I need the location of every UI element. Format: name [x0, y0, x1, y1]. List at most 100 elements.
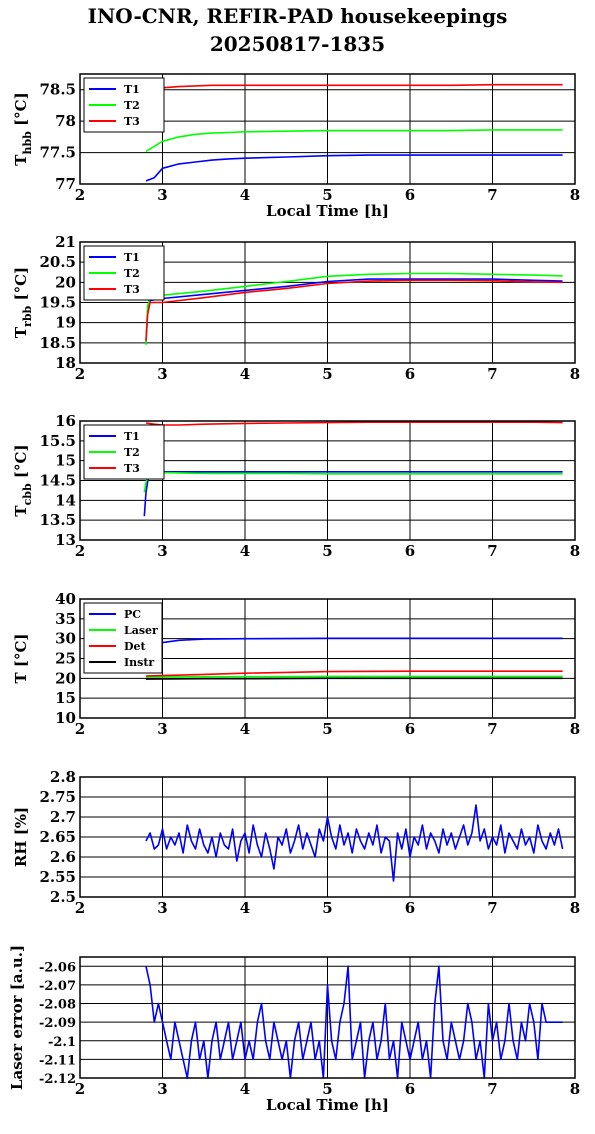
- y-axis-label-main: RH [%]: [12, 807, 30, 867]
- x-tick-label: 8: [570, 542, 580, 560]
- y-tick-label: 14.5: [39, 472, 76, 490]
- series-line-t1: [145, 154, 563, 182]
- y-tick-label: 20: [55, 273, 76, 291]
- x-tick-label: 4: [240, 899, 250, 917]
- x-tick-label: 2: [75, 365, 85, 383]
- x-tick-label: 2: [75, 720, 85, 738]
- x-tick-label: 6: [405, 365, 415, 383]
- y-axis-label-main: T: [12, 505, 30, 517]
- y-tick-label: 77.5: [39, 144, 76, 162]
- x-tick-label: 7: [487, 186, 497, 204]
- y-tick-label: -2.07: [39, 979, 76, 994]
- chart-title-line-1: INO-CNR, REFIR-PAD housekeepings: [87, 4, 508, 28]
- legend-entry: T3: [124, 115, 140, 128]
- x-tick-label: 4: [240, 720, 250, 738]
- x-tick-label: 2: [75, 1080, 85, 1098]
- y-tick-label: 19: [55, 314, 76, 332]
- y-tick-label: 15: [55, 689, 76, 707]
- x-tick-label: 5: [322, 542, 332, 560]
- legend-entry: T1: [124, 83, 140, 96]
- y-tick-label: 2.65: [39, 828, 76, 846]
- x-tick-label: 5: [322, 720, 332, 738]
- x-tick-label: 3: [157, 899, 167, 917]
- series-line-t3: [145, 279, 563, 341]
- x-tick-label: 7: [487, 365, 497, 383]
- y-tick-label: 78: [55, 112, 76, 130]
- y-tick-label: 10: [55, 709, 76, 727]
- x-tick-label: 7: [487, 899, 497, 917]
- legend-entry: T2: [124, 267, 140, 280]
- legend: T1 T2 T3: [83, 424, 165, 480]
- legend-entry: T3: [124, 283, 140, 296]
- chart-5: 2 3 4 5 6 7 8 2.5 2.55 2.6 2.65 2.7 2.75 2.8 RH [%]: [12, 768, 580, 917]
- x-tick-label: 3: [157, 542, 167, 560]
- y-tick-label: 19.5: [39, 294, 76, 312]
- x-tick-label: 6: [405, 186, 415, 204]
- plot-frame: [79, 776, 576, 898]
- y-axis-label-unit: [°C]: [12, 92, 30, 131]
- x-tick-label: 4: [240, 186, 250, 204]
- y-tick-label: 18: [55, 354, 76, 372]
- y-tick-label: 2.7: [50, 808, 76, 826]
- y-tick-label: 2.8: [50, 768, 76, 786]
- x-tick-label: 5: [322, 899, 332, 917]
- y-tick-label: 21: [55, 233, 76, 251]
- y-tick-label: 13.5: [39, 511, 76, 529]
- legend-entry: T1: [124, 430, 140, 443]
- y-axis-label-main: Laser error [a.u.]: [8, 945, 26, 1090]
- x-tick-label: 3: [157, 365, 167, 383]
- x-tick-label: 3: [157, 720, 167, 738]
- series-line-instr: [145, 677, 563, 680]
- y-tick-label: 20: [55, 669, 76, 687]
- y-axis-label-main: T: [12, 326, 30, 338]
- y-tick-label: 15: [55, 452, 76, 470]
- y-axis-label: Thbb [°C]: [12, 92, 34, 165]
- legend-entry: Det: [124, 640, 147, 653]
- series-line-t2: [145, 272, 563, 345]
- x-tick-label: 7: [487, 1080, 497, 1098]
- x-tick-label: 8: [570, 899, 580, 917]
- y-tick-label: 2.55: [39, 868, 76, 886]
- x-tick-label: 7: [487, 542, 497, 560]
- chart-title-line-2: 20250817-1835: [209, 32, 386, 56]
- y-axis-label-subscript: cbb: [21, 483, 34, 505]
- x-tick-label: 3: [157, 186, 167, 204]
- y-tick-label: 15.5: [39, 432, 76, 450]
- legend-entry: PC: [124, 608, 141, 621]
- x-axis-label: Local Time [h]: [266, 1096, 389, 1114]
- y-tick-label: -2.11: [39, 1053, 76, 1068]
- y-tick-label: 16: [55, 412, 76, 430]
- chart-6: 2 3 4 5 6 7 8 -2.12 -2.11 -2.1 -2.09 -2.08 -2.07 -2.0…: [8, 945, 580, 1114]
- y-axis-label: Tcbb [°C]: [12, 444, 34, 516]
- y-tick-label: -2.09: [39, 1016, 76, 1031]
- x-tick-label: 5: [322, 365, 332, 383]
- y-tick-label: 77: [55, 175, 76, 193]
- series-line-det: [145, 670, 563, 677]
- plot-frame: [79, 598, 576, 719]
- plot-frame: [79, 73, 576, 185]
- legend: PC Laser Det Instr: [83, 602, 163, 674]
- x-tick-label: 8: [570, 365, 580, 383]
- legend-entry: Laser: [124, 624, 158, 637]
- y-tick-label: 35: [55, 610, 76, 628]
- x-tick-label: 8: [570, 720, 580, 738]
- y-tick-label: -2.1: [48, 1035, 76, 1050]
- series-line-t1: [145, 278, 563, 343]
- y-tick-label: 2.6: [50, 848, 76, 866]
- series-line-t1: [143, 470, 563, 517]
- plot-frame: [79, 956, 576, 1079]
- series-line-laser: [145, 675, 563, 678]
- y-axis-label-unit: [°C]: [12, 267, 30, 306]
- x-tick-label: 6: [405, 720, 415, 738]
- y-axis-label-main: T: [12, 672, 30, 684]
- series-line-pc: [145, 637, 563, 646]
- legend-entry: T3: [124, 462, 140, 475]
- y-tick-label: 40: [55, 590, 76, 608]
- series-line-t3: [145, 421, 563, 426]
- series-line-t2: [145, 129, 563, 152]
- chart-4: 2 3 4 5 6 7 8 10 15 2025 30 35 40 T [°C] PC Laser Det Ins…: [12, 590, 580, 738]
- y-axis-label-unit: [°C]: [12, 444, 30, 483]
- x-tick-label: 4: [240, 1080, 250, 1098]
- y-tick-label: 13: [55, 531, 76, 549]
